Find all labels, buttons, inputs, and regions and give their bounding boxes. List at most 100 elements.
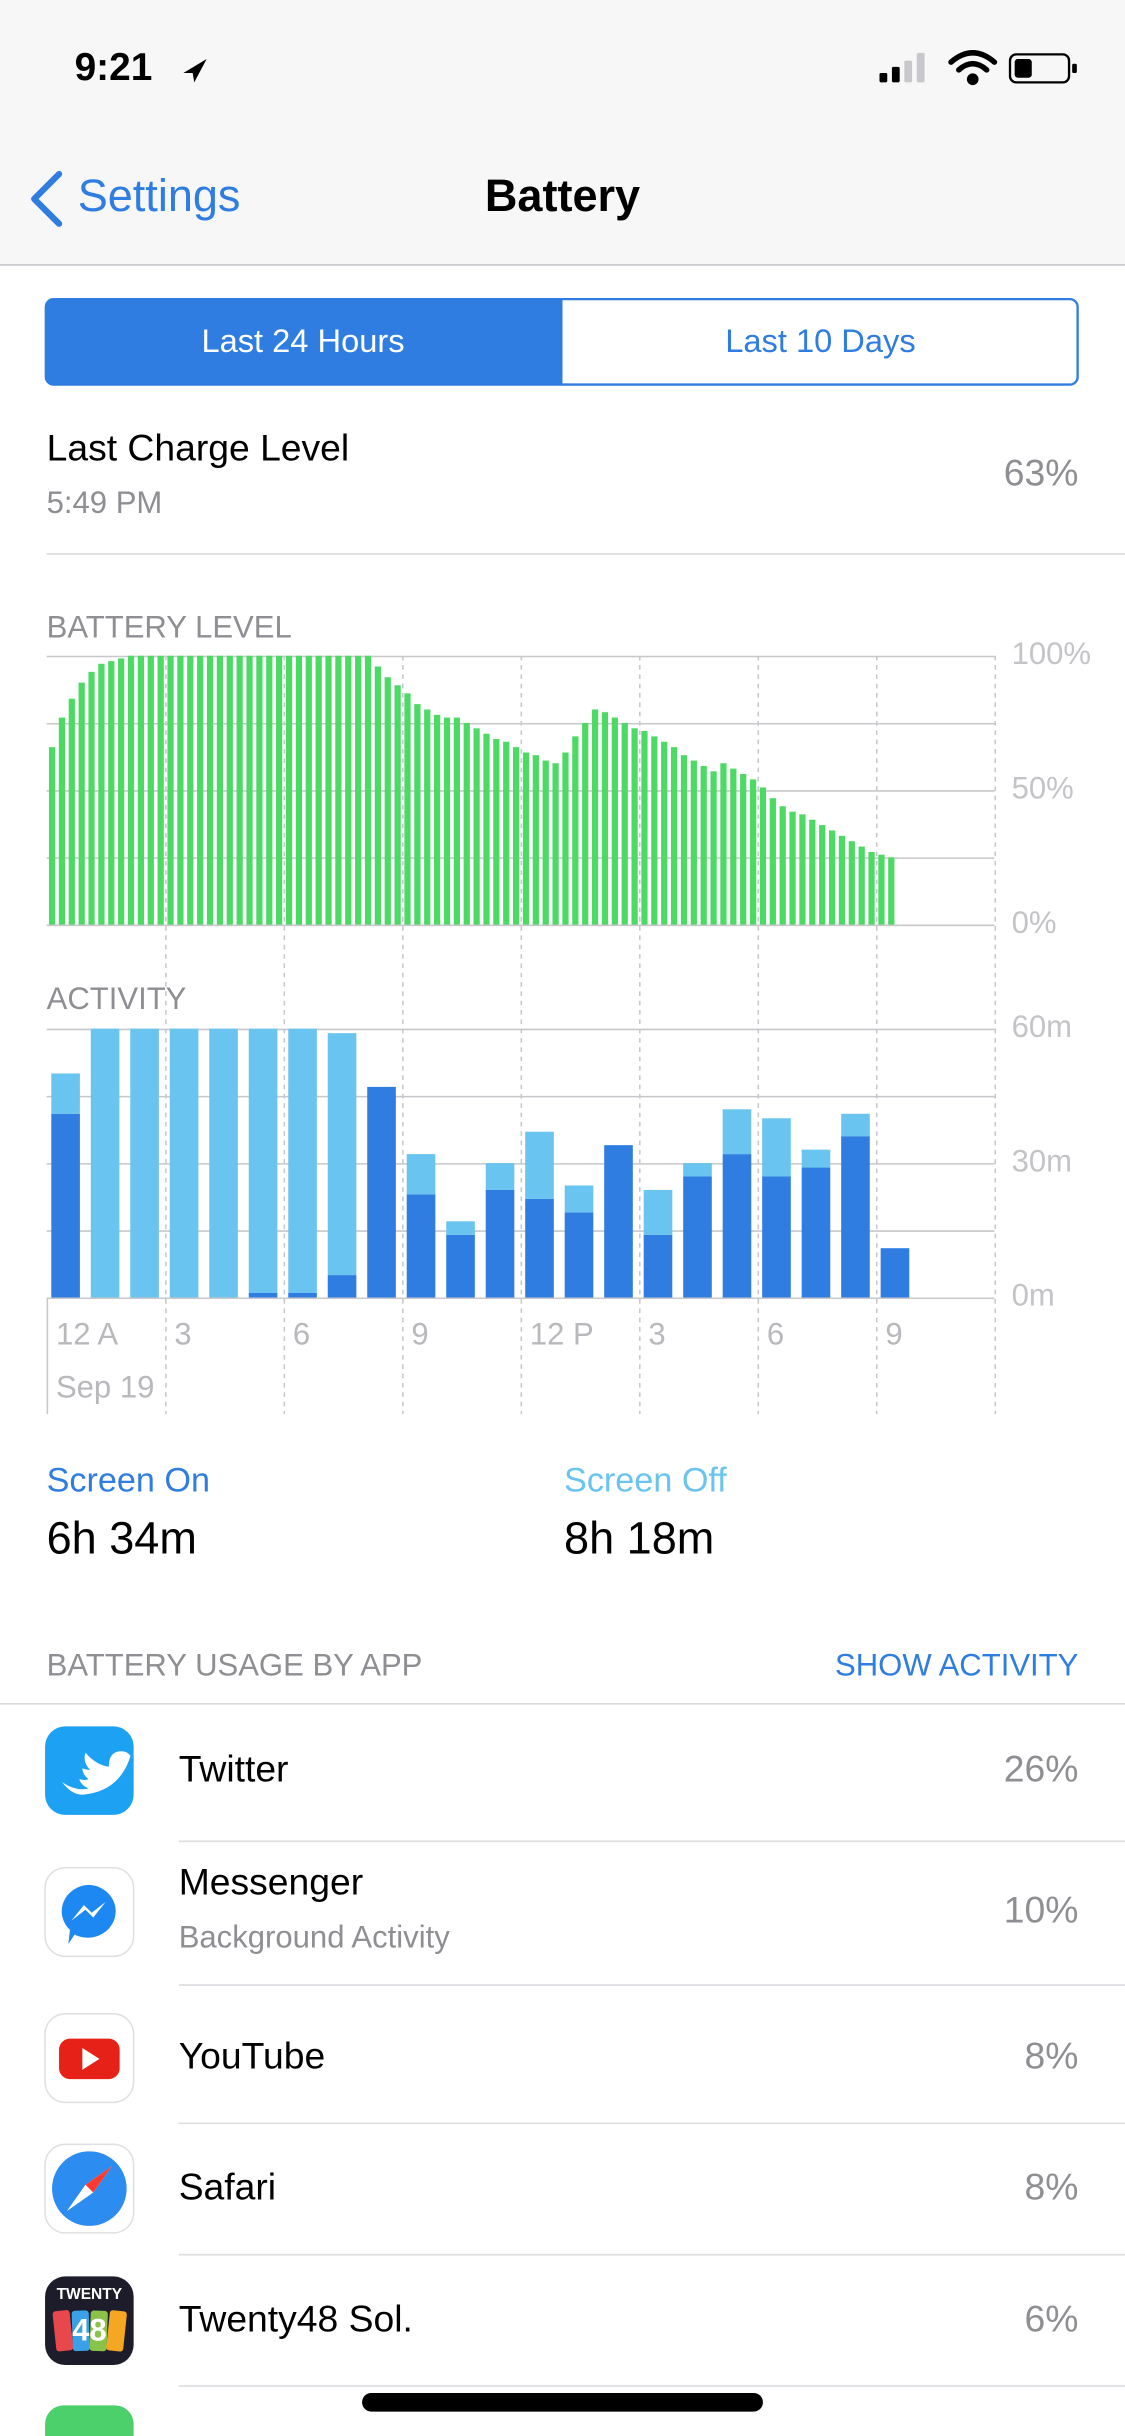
app-value: 8%	[1024, 2035, 1078, 2077]
battery-bar	[58, 717, 66, 925]
battery-bar	[157, 655, 164, 925]
battery-bar	[503, 741, 510, 925]
x-tick-label: 9	[411, 1317, 428, 1352]
home-indicator	[362, 2392, 763, 2412]
activity-bar	[564, 1212, 594, 1298]
battery-bar	[601, 712, 609, 925]
battery-bar	[868, 851, 875, 925]
battery-bar	[819, 825, 826, 925]
y-tick-label: 100%	[1012, 636, 1091, 671]
battery-bar	[878, 854, 885, 925]
activity-bar	[288, 1293, 317, 1298]
icon-text: TWENTY	[57, 2286, 123, 2303]
battery-bar	[88, 671, 95, 925]
app-detail: Background Activity	[179, 1919, 451, 1954]
show-activity[interactable]: SHOW ACTIVITY	[835, 1648, 1079, 1683]
app-value: 8%	[1024, 2165, 1078, 2207]
activity-bar	[485, 1189, 515, 1298]
x-tick-label: 12 A	[56, 1317, 118, 1352]
wifi-icon	[948, 50, 998, 86]
back-button[interactable]: Settings	[31, 170, 241, 227]
battery-bar	[236, 655, 243, 925]
activity-bar	[841, 1113, 870, 1137]
battery-bar	[532, 755, 539, 925]
icon-tile	[89, 2310, 108, 2352]
battery-bar	[611, 717, 618, 925]
battery-bar	[680, 755, 688, 925]
app-value: 10%	[1004, 1889, 1079, 1931]
app-name: Safari	[179, 2165, 276, 2207]
battery-bar	[424, 709, 431, 925]
chart-title: ACTIVITY	[47, 981, 187, 1016]
back-label[interactable]: Settings	[78, 170, 241, 221]
x-tick-label: 3	[174, 1317, 191, 1352]
activity-bar	[525, 1131, 554, 1199]
activity-bar	[51, 1073, 80, 1114]
charge-time: 5:49 PM	[47, 485, 163, 520]
app-row[interactable]: Safari 8%	[44, 2143, 1078, 2234]
battery-bar	[542, 760, 549, 925]
battery-icon	[1008, 53, 1077, 84]
app-name: Twenty48 Sol.	[179, 2297, 413, 2339]
battery-bar	[78, 682, 85, 925]
app-name: Twitter	[179, 1747, 289, 1789]
activity-bar	[801, 1167, 831, 1298]
activity-bar	[130, 1028, 159, 1298]
date-label: Sep 19	[56, 1369, 154, 1404]
battery-bar	[434, 714, 441, 925]
battery-bar	[749, 779, 757, 925]
battery-bar	[513, 747, 520, 925]
battery-bar	[266, 655, 273, 925]
activity-bar	[564, 1185, 594, 1213]
battery-bar	[256, 655, 263, 925]
activity-bar	[406, 1194, 436, 1298]
battery-bar	[838, 835, 846, 925]
app-row[interactable]: YouTube 8%	[44, 2013, 1078, 2104]
activity-bar	[288, 1028, 317, 1294]
battery-bar	[226, 655, 233, 925]
app-name: Messenger	[179, 1861, 363, 1903]
battery-bar	[167, 655, 174, 925]
activity-bar	[327, 1033, 357, 1276]
battery-bar	[463, 722, 470, 925]
activity-bar	[722, 1154, 752, 1298]
battery-bar	[888, 857, 895, 925]
battery-bar	[710, 771, 717, 925]
battery-bar	[848, 841, 855, 925]
battery-bar	[453, 717, 460, 925]
nav-background	[0, 0, 1125, 265]
activity-bar	[485, 1163, 515, 1190]
status-time: 9:21	[75, 46, 153, 89]
activity-bar	[643, 1234, 673, 1298]
battery-bar	[641, 731, 648, 925]
battery-bar	[740, 774, 747, 925]
battery-bar	[285, 655, 293, 925]
icon-glyph	[85, 2166, 112, 2193]
app-name: YouTube	[179, 2035, 326, 2077]
battery-bar	[789, 811, 796, 925]
app-row[interactable]: Twitter 26%	[45, 1726, 1078, 1815]
charge-label: Last Charge Level	[47, 426, 350, 468]
battery-bar	[473, 728, 480, 925]
app-row[interactable]: Messenger Background Activity 10%	[44, 1861, 1079, 1958]
battery-bar	[720, 763, 727, 925]
segment-label[interactable]: Last 24 Hours	[201, 322, 404, 359]
battery-bar	[562, 752, 569, 925]
chart-title: BATTERY LEVEL	[47, 610, 292, 645]
battery-bar	[779, 806, 786, 925]
segment-label[interactable]: Last 10 Days	[725, 322, 915, 359]
battery-bar	[522, 752, 530, 925]
activity-bar	[51, 1113, 80, 1298]
battery-bar	[127, 655, 135, 925]
activity-bar	[367, 1086, 396, 1298]
battery-bar	[197, 655, 204, 925]
battery-bar	[394, 685, 401, 925]
battery-bar	[591, 709, 599, 925]
segment-selected[interactable]	[45, 299, 563, 385]
activity-bar	[683, 1176, 712, 1298]
icon-glyph	[82, 2047, 100, 2070]
app-row[interactable]: TWENTY 48 Twenty48 Sol. 6%	[45, 2276, 1078, 2365]
activity-bar	[248, 1028, 278, 1294]
x-tick-label: 6	[767, 1317, 784, 1352]
